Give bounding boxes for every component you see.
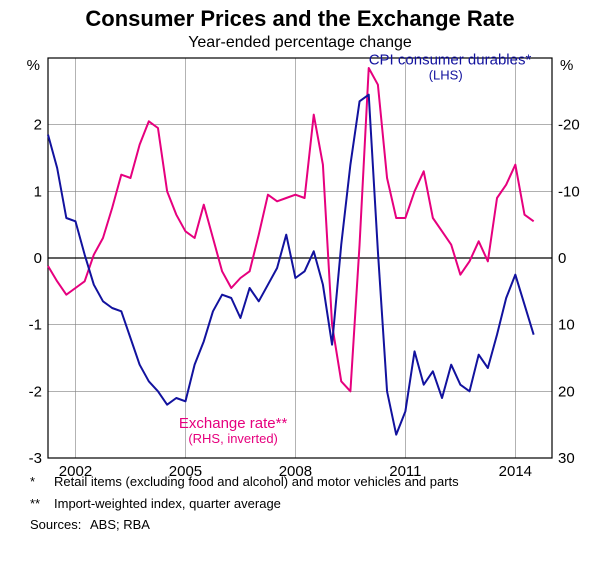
svg-text:20: 20 xyxy=(558,383,575,400)
svg-text:0: 0 xyxy=(34,250,42,267)
svg-text:2014: 2014 xyxy=(499,463,532,480)
svg-text:10: 10 xyxy=(558,317,575,334)
svg-text:Exchange rate**: Exchange rate** xyxy=(179,415,288,432)
chart-title: Consumer Prices and the Exchange Rate xyxy=(0,0,600,32)
chart-subtitle: Year-ended percentage change xyxy=(0,32,600,52)
footnotes: * Retail items (excluding food and alcoh… xyxy=(30,472,459,537)
svg-text:2: 2 xyxy=(34,117,42,134)
footnote2-text: Import-weighted index, quarter average xyxy=(54,494,281,514)
footnote1-mark: * xyxy=(30,472,54,492)
svg-text:-2: -2 xyxy=(29,383,42,400)
svg-text:30: 30 xyxy=(558,450,575,467)
svg-text:-10: -10 xyxy=(558,183,580,200)
svg-text:0: 0 xyxy=(558,250,566,267)
svg-text:CPI consumer durables*: CPI consumer durables* xyxy=(369,52,532,69)
svg-text:1: 1 xyxy=(34,183,42,200)
svg-text:%: % xyxy=(27,57,40,74)
svg-text:-1: -1 xyxy=(29,317,42,334)
plot-area: %-3-2-1012%-20-1001020302002200520082011… xyxy=(48,58,552,458)
footnote2-mark: ** xyxy=(30,494,54,514)
svg-text:-20: -20 xyxy=(558,117,580,134)
sources-text: ABS; RBA xyxy=(90,515,150,535)
svg-text:(LHS): (LHS) xyxy=(429,68,463,83)
svg-text:%: % xyxy=(560,57,573,74)
sources-label: Sources: xyxy=(30,515,90,535)
svg-text:-3: -3 xyxy=(29,450,42,467)
svg-text:(RHS, inverted): (RHS, inverted) xyxy=(188,431,278,446)
footnote1-text: Retail items (excluding food and alcohol… xyxy=(54,472,459,492)
